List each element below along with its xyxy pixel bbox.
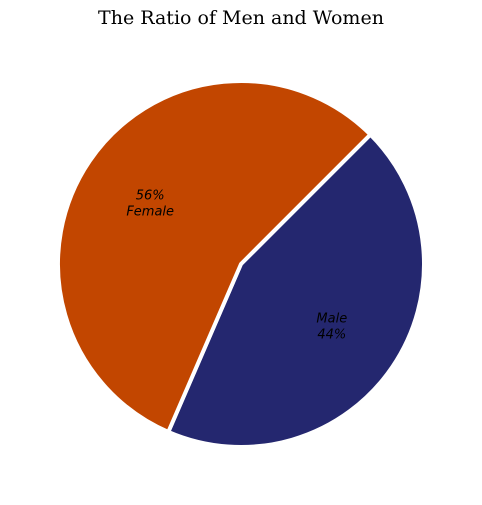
pie-labels: Male 44% 56% Female [126,188,347,342]
slice-label-line-1: 56% [136,188,165,203]
chart-title: The Ratio of Men and Women [98,7,384,29]
pie-slices [56,79,426,449]
pie-slice-female [56,79,373,434]
slice-label-line-2: Female [126,204,174,219]
pie-slice-male [166,132,426,449]
slice-label-line-2: 44% [317,328,346,343]
slice-label-female: 56% Female [126,188,174,219]
slice-label-male: Male 44% [316,312,347,343]
slice-label-line-1: Male [316,312,347,327]
